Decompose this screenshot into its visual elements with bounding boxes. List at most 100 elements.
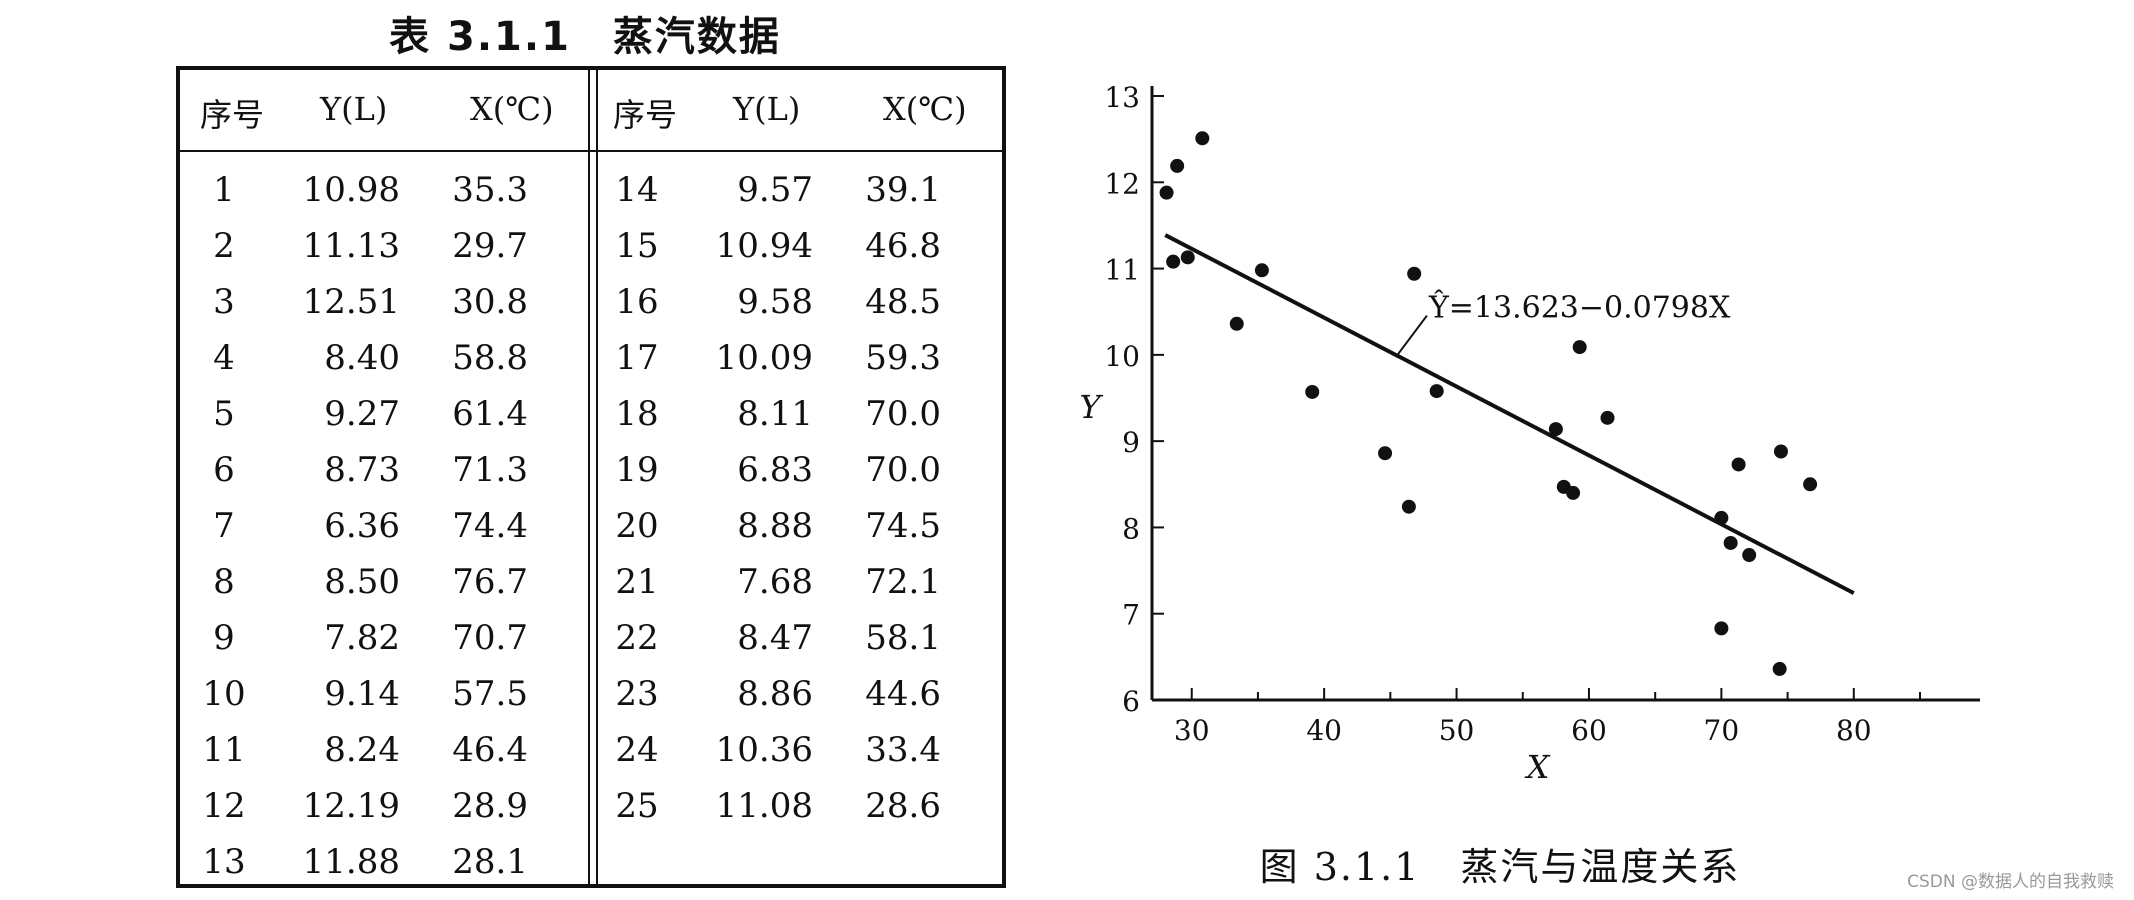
y-axis-label: Y <box>1079 388 1103 426</box>
table-row: 1 10.98 35.3 <box>180 162 593 218</box>
data-point <box>1772 661 1787 676</box>
table-caption: 表 3.1.1 蒸汽数据 <box>389 14 781 60</box>
header-index: 序号 <box>200 96 265 134</box>
data-point <box>1803 477 1818 492</box>
cell-y-value: 9.27 <box>324 394 400 434</box>
cell-x-value: 44.6 <box>865 674 941 714</box>
cell-y-value: 8.47 <box>737 618 813 658</box>
data-point <box>1180 250 1195 265</box>
data-point <box>1378 446 1393 461</box>
cell-x-value: 46.8 <box>865 226 941 266</box>
y-tick-label: 8 <box>1122 512 1140 545</box>
x-axis-label: X <box>1524 748 1551 786</box>
data-point <box>1170 158 1185 173</box>
cell-index: 6 <box>213 450 235 490</box>
table-header-row: 序号 Y(L) X(℃) <box>593 70 1006 152</box>
table-row: 9 7.82 70.7 <box>180 610 593 666</box>
cell-x-value: 58.1 <box>865 618 941 658</box>
table-divider <box>588 70 590 884</box>
data-point <box>1731 457 1746 472</box>
annotation-leader-line <box>1396 314 1428 357</box>
cell-index: 8 <box>213 562 235 602</box>
cell-x-value: 28.9 <box>452 786 528 826</box>
header-y: Y(L) <box>320 90 388 128</box>
cell-x-value: 61.4 <box>452 394 528 434</box>
y-tick-label: 10 <box>1104 340 1140 373</box>
cell-index: 3 <box>213 282 235 322</box>
cell-index: 24 <box>615 730 659 770</box>
table-row: 17 10.09 59.3 <box>593 330 1006 386</box>
watermark: CSDN @数据人的自我救赎 <box>1907 872 2114 892</box>
y-tick-label: 13 <box>1104 81 1140 114</box>
regression-equation-label: Ŷ=13.623−0.0798X <box>1428 290 1731 326</box>
regression-line <box>1164 233 1855 595</box>
table-row: 15 10.94 46.8 <box>593 218 1006 274</box>
cell-y-value: 8.88 <box>737 506 813 546</box>
cell-y-value: 11.08 <box>715 786 813 826</box>
table-row: 14 9.57 39.1 <box>593 162 1006 218</box>
cell-index: 14 <box>615 170 659 210</box>
x-tick-label: 30 <box>1174 714 1210 747</box>
table-right-half: 序号 Y(L) X(℃) 14 9.57 39.1 15 10.94 46.8 16 9.58… <box>593 70 1006 884</box>
cell-x-value: 74.5 <box>865 506 941 546</box>
header-x: X(℃) <box>470 90 554 128</box>
cell-x-value: 48.5 <box>865 282 941 322</box>
table-row: 20 8.88 74.5 <box>593 498 1006 554</box>
cell-y-value: 6.83 <box>737 450 813 490</box>
data-point <box>1166 254 1181 269</box>
data-point <box>1195 131 1210 146</box>
table-row: 16 9.58 48.5 <box>593 274 1006 330</box>
data-point <box>1159 185 1174 200</box>
header-index: 序号 <box>613 96 678 134</box>
cell-x-value: 28.6 <box>865 786 941 826</box>
cell-x-value: 76.7 <box>452 562 528 602</box>
cell-x-value: 57.5 <box>452 674 528 714</box>
cell-x-value: 35.3 <box>452 170 528 210</box>
data-point <box>1407 266 1422 281</box>
cell-index: 16 <box>615 282 659 322</box>
table-row: 8 8.50 76.7 <box>180 554 593 610</box>
cell-y-value: 12.19 <box>302 786 400 826</box>
cell-index: 13 <box>202 842 246 882</box>
table-row: 22 8.47 58.1 <box>593 610 1006 666</box>
cell-y-value: 10.09 <box>715 338 813 378</box>
cell-y-value: 6.36 <box>324 506 400 546</box>
cell-y-value: 8.24 <box>324 730 400 770</box>
cell-x-value: 29.7 <box>452 226 528 266</box>
data-point <box>1742 548 1757 563</box>
table-row: 21 7.68 72.1 <box>593 554 1006 610</box>
data-point <box>1229 316 1244 331</box>
x-tick-label: 50 <box>1439 714 1475 747</box>
cell-y-value: 9.57 <box>737 170 813 210</box>
cell-y-value: 11.13 <box>302 226 400 266</box>
cell-x-value: 72.1 <box>865 562 941 602</box>
y-tick-label: 11 <box>1104 254 1140 287</box>
cell-index: 23 <box>615 674 659 714</box>
data-point <box>1773 444 1788 459</box>
cell-y-value: 10.36 <box>715 730 813 770</box>
cell-y-value: 10.98 <box>302 170 400 210</box>
cell-x-value: 70.0 <box>865 450 941 490</box>
cell-index: 7 <box>213 506 235 546</box>
cell-x-value: 58.8 <box>452 338 528 378</box>
data-point <box>1572 340 1587 355</box>
data-point <box>1714 510 1729 525</box>
data-point <box>1254 263 1269 278</box>
table-row: 2 11.13 29.7 <box>180 218 593 274</box>
cell-y-value: 11.88 <box>302 842 400 882</box>
y-tick-label: 7 <box>1122 599 1140 632</box>
table-row: 7 6.36 74.4 <box>180 498 593 554</box>
data-point <box>1305 384 1320 399</box>
table-divider <box>596 70 598 884</box>
table-row: 25 11.08 28.6 <box>593 778 1006 834</box>
cell-y-value: 10.94 <box>715 226 813 266</box>
cell-index: 21 <box>615 562 659 602</box>
x-tick-label: 70 <box>1704 714 1740 747</box>
table-row: 11 8.24 46.4 <box>180 722 593 778</box>
data-point <box>1556 479 1571 494</box>
cell-y-value: 9.14 <box>324 674 400 714</box>
cell-index: 15 <box>615 226 659 266</box>
cell-index: 9 <box>213 618 235 658</box>
cell-x-value: 70.7 <box>452 618 528 658</box>
y-tick-label: 9 <box>1122 426 1140 459</box>
